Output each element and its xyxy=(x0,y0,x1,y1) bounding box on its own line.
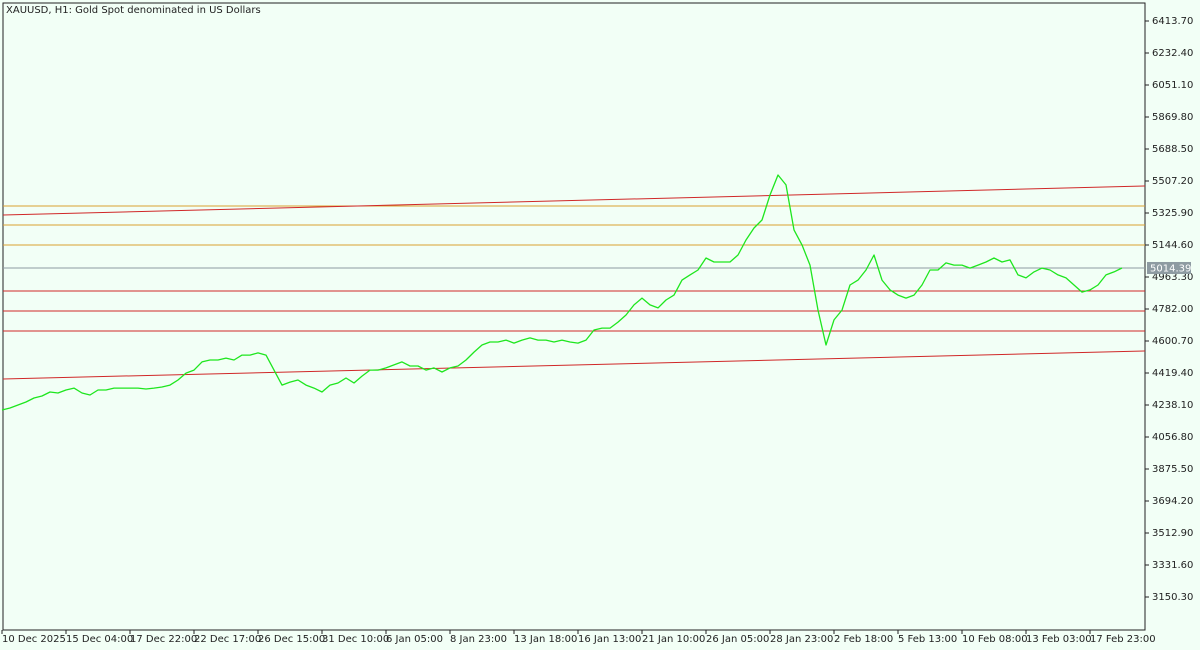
x-tick-label: 15 Dec 04:00 xyxy=(66,634,133,645)
x-tick-label: 28 Jan 23:00 xyxy=(770,634,833,645)
y-tick-label: 6413.70 xyxy=(1152,16,1193,27)
x-tick-label: 10 Feb 08:00 xyxy=(962,634,1028,645)
y-tick-label: 5869.80 xyxy=(1152,112,1193,123)
x-tick-label: 31 Dec 10:00 xyxy=(322,634,389,645)
y-tick-label: 5144.60 xyxy=(1152,240,1193,251)
y-tick-label: 5507.20 xyxy=(1152,176,1193,187)
x-tick-label: 13 Feb 03:00 xyxy=(1026,634,1092,645)
chart-title: XAUUSD, H1: Gold Spot denominated in US … xyxy=(6,5,261,16)
y-tick-label: 3331.60 xyxy=(1152,560,1193,571)
x-tick-label: 16 Jan 13:00 xyxy=(578,634,641,645)
y-tick-label: 4600.70 xyxy=(1152,336,1193,347)
y-tick-label: 3875.50 xyxy=(1152,464,1193,475)
x-tick-label: 26 Jan 05:00 xyxy=(706,634,769,645)
x-tick-label: 5 Feb 13:00 xyxy=(898,634,957,645)
y-tick-label: 5688.50 xyxy=(1152,144,1193,155)
x-tick-label: 2 Feb 18:00 xyxy=(834,634,893,645)
x-tick-label: 22 Dec 17:00 xyxy=(194,634,261,645)
x-tick-label: 17 Feb 23:00 xyxy=(1090,634,1156,645)
y-tick-label: 4056.80 xyxy=(1152,432,1193,443)
y-tick-label: 6051.10 xyxy=(1152,80,1193,91)
x-tick-label: 6 Jan 05:00 xyxy=(386,634,443,645)
y-tick-label: 3150.30 xyxy=(1152,592,1193,603)
y-tick-label: 3512.90 xyxy=(1152,528,1193,539)
plot-frame xyxy=(2,2,1146,631)
x-tick-label: 17 Dec 22:00 xyxy=(130,634,197,645)
y-tick-label: 4419.40 xyxy=(1152,368,1193,379)
y-tick-label: 4782.00 xyxy=(1152,304,1193,315)
trend-line xyxy=(2,350,1146,380)
price-line-series xyxy=(1,174,1123,411)
y-tick-label: 3694.20 xyxy=(1152,496,1193,507)
x-tick-label: 26 Dec 15:00 xyxy=(258,634,325,645)
x-tick-label: 13 Jan 18:00 xyxy=(514,634,577,645)
x-tick-label: 21 Jan 10:00 xyxy=(642,634,705,645)
trend-line xyxy=(2,185,1146,216)
y-tick-label: 4238.10 xyxy=(1152,400,1193,411)
price-tag-label: 5014.39 xyxy=(1150,263,1191,274)
y-tick-label: 4963.30 xyxy=(1152,272,1193,283)
x-tick-label: 8 Jan 23:00 xyxy=(450,634,507,645)
y-tick-label: 6232.40 xyxy=(1152,48,1193,59)
price-tag xyxy=(1147,261,1191,274)
x-tick-label: 10 Dec 2025 xyxy=(2,634,66,645)
y-tick-label: 5325.90 xyxy=(1152,208,1193,219)
